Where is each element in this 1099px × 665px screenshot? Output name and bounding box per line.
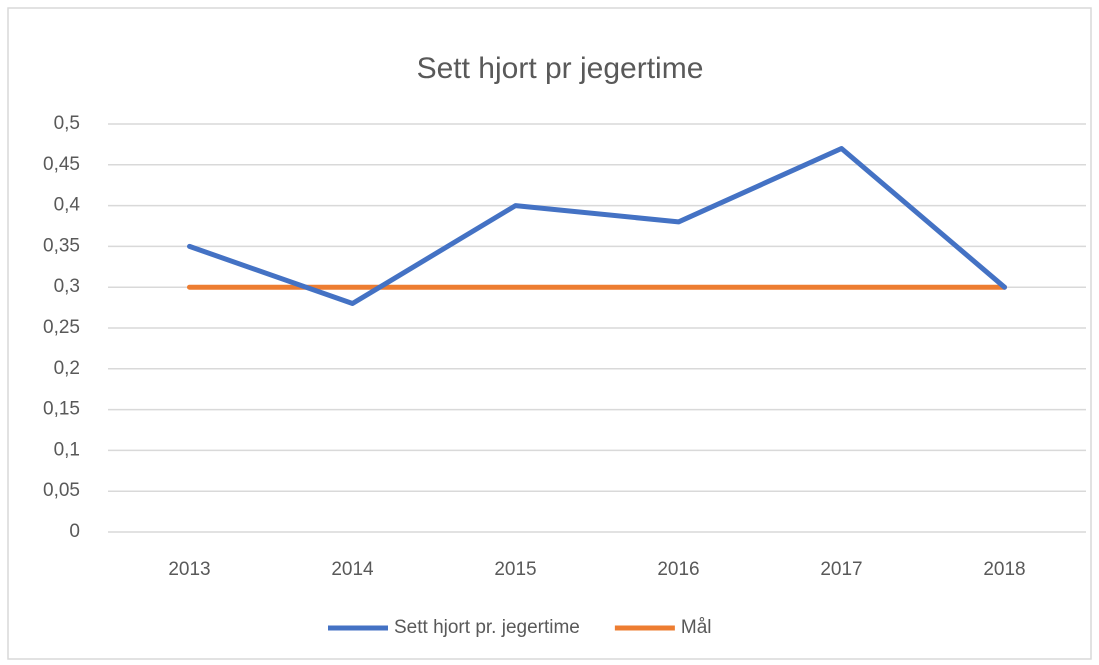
y-tick-label: 0,5 xyxy=(54,113,80,134)
y-tick-label: 0,2 xyxy=(54,358,80,379)
x-tick-label: 2015 xyxy=(494,559,536,580)
chart-border xyxy=(7,7,1092,660)
y-tick-label: 0,45 xyxy=(43,154,80,175)
y-tick-label: 0,4 xyxy=(54,195,81,216)
legend-label: Mål xyxy=(681,617,712,638)
y-tick-label: 0,15 xyxy=(43,399,80,420)
y-tick-label: 0,25 xyxy=(43,317,80,338)
chart-title: Sett hjort pr jegertime xyxy=(417,52,704,85)
x-tick-label: 2017 xyxy=(820,559,862,580)
x-tick-label: 2018 xyxy=(983,559,1025,580)
legend-label: Sett hjort pr. jegertime xyxy=(394,617,580,638)
y-tick-label: 0 xyxy=(69,521,80,542)
y-tick-label: 0,35 xyxy=(43,235,80,256)
x-tick-label: 2013 xyxy=(168,559,210,580)
y-tick-label: 0,1 xyxy=(54,439,80,460)
x-tick-label: 2014 xyxy=(331,559,374,580)
x-tick-label: 2016 xyxy=(657,559,699,580)
y-tick-label: 0,05 xyxy=(43,480,80,501)
series-line xyxy=(187,145,1007,307)
y-tick-label: 0,3 xyxy=(54,276,80,297)
